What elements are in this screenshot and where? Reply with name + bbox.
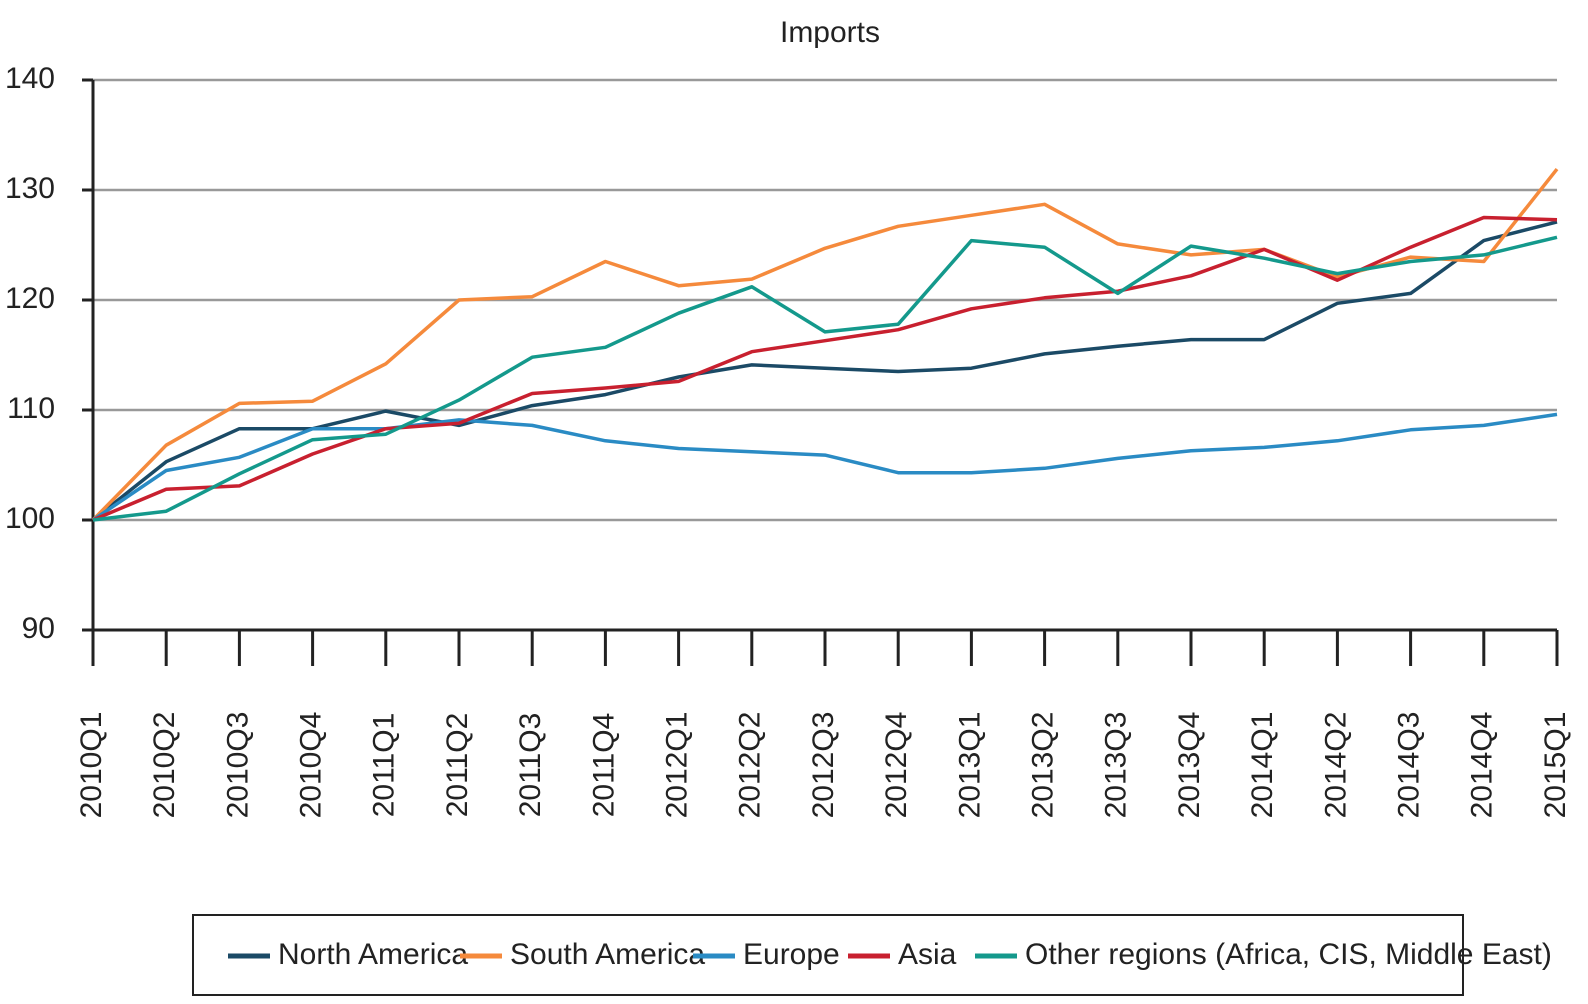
series-line	[91, 220, 1558, 522]
y-tick-label: 120	[5, 282, 55, 315]
x-tick-label: 2010Q2	[148, 712, 181, 819]
series-line	[91, 168, 1559, 522]
x-tick-label: 2012Q3	[807, 712, 840, 819]
legend-label: South America	[510, 938, 705, 971]
x-tick-label: 2010Q4	[295, 712, 328, 819]
legend-box	[192, 914, 1464, 996]
y-tick-label: 130	[5, 172, 55, 205]
x-tick-label: 2011Q1	[368, 713, 401, 818]
legend-label: Asia	[898, 938, 957, 971]
x-tick-label: 2014Q2	[1319, 712, 1352, 819]
x-tick-label: 2014Q4	[1466, 712, 1499, 819]
x-tick-label: 2010Q1	[75, 712, 108, 819]
series-line	[92, 235, 1558, 522]
legend-label: Europe	[743, 938, 840, 971]
x-tick-label: 2014Q3	[1393, 712, 1426, 819]
x-tick-label: 2012Q1	[661, 712, 694, 819]
legend-label: North America	[278, 938, 468, 971]
x-tick-label: 2011Q2	[441, 713, 474, 818]
series-line	[92, 412, 1558, 522]
y-tick-label: 110	[7, 392, 55, 425]
x-tick-label: 2015Q1	[1539, 712, 1572, 819]
x-tick-label: 2013Q3	[1100, 712, 1133, 819]
x-tick-label: 2013Q4	[1173, 712, 1206, 819]
x-tick-label: 2014Q1	[1246, 712, 1279, 819]
x-tick-label: 2012Q2	[734, 712, 767, 819]
x-tick-label: 2011Q4	[587, 713, 620, 818]
x-tick-label: 2013Q2	[1027, 712, 1060, 819]
y-tick-label: 100	[5, 502, 55, 535]
x-tick-label: 2010Q3	[221, 712, 254, 819]
chart-title: Imports	[780, 16, 880, 49]
x-tick-label: 2013Q1	[953, 712, 986, 819]
legend-label: Other regions (Africa, CIS, Middle East)	[1025, 938, 1552, 971]
x-tick-label: 2011Q3	[514, 713, 547, 818]
y-tick-label: 90	[22, 612, 55, 645]
x-tick-label: 2012Q4	[880, 712, 913, 819]
y-tick-label: 140	[5, 62, 55, 95]
